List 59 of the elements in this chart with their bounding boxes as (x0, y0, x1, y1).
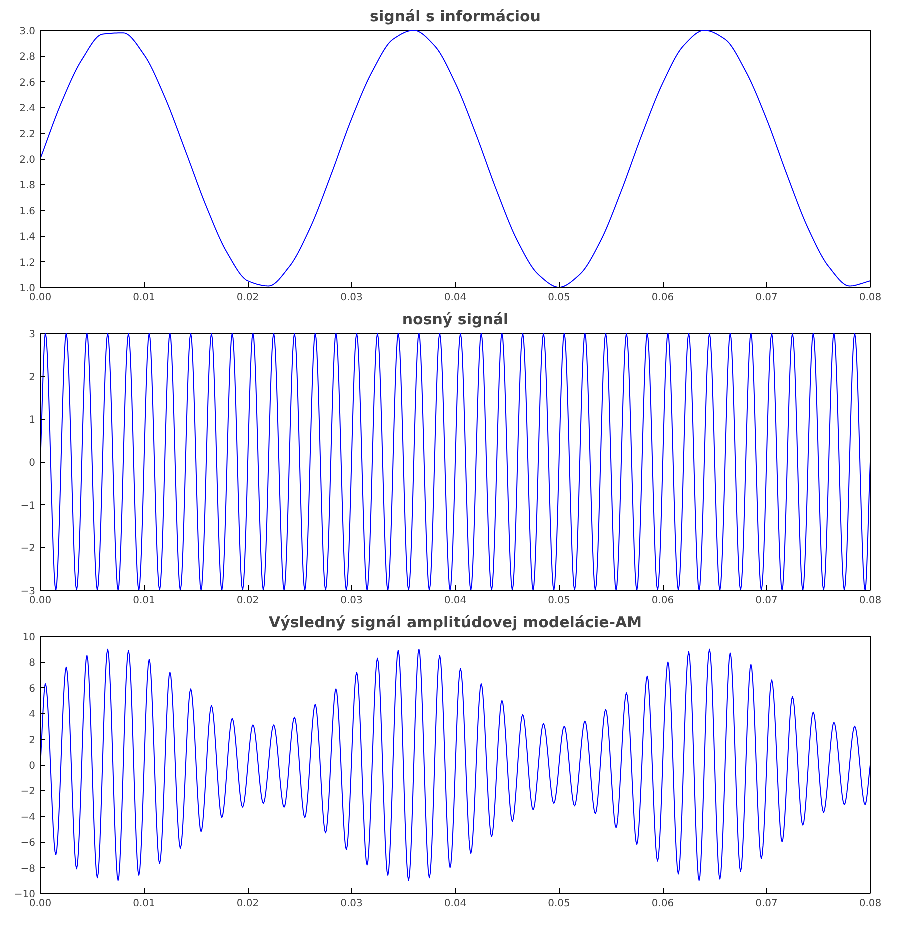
y-tick-label: 6 (29, 684, 36, 695)
y-tick-label: −1 (20, 500, 36, 512)
x-tick-label: 0.03 (340, 292, 363, 304)
y-tick-label: −10 (14, 890, 36, 900)
y-tick-label: 3.0 (20, 26, 36, 38)
x-tick-label: 0.07 (756, 596, 778, 606)
x-tick-label: 0.01 (133, 596, 156, 606)
y-tick-label: 1.0 (20, 284, 36, 294)
y-tick-label: 2 (29, 372, 36, 384)
chart-title: Výsledný signál amplitúdovej modelácie-AM (268, 614, 642, 632)
y-tick-label: 8 (29, 658, 36, 670)
x-tick-label: 0.05 (548, 898, 570, 910)
y-tick-label: 2.6 (20, 78, 36, 89)
x-tick-label: 0.08 (859, 292, 882, 304)
y-tick-label: 10 (22, 632, 36, 644)
y-tick-label: 0 (29, 458, 36, 469)
y-tick-label: 2.2 (20, 129, 36, 140)
y-tick-label: −8 (20, 864, 36, 875)
x-tick-label: 0.08 (859, 596, 882, 606)
x-tick-label: 0.06 (652, 292, 674, 304)
x-tick-label: 0.02 (236, 898, 260, 910)
y-tick-label: −2 (20, 544, 36, 555)
y-tick-label: 1.6 (20, 206, 36, 218)
y-tick-label: −4 (20, 812, 36, 824)
y-tick-label: −3 (20, 586, 36, 598)
x-tick-label: 0.02 (236, 596, 260, 606)
y-tick-label: 2.4 (20, 104, 36, 115)
x-tick-label: 0.04 (444, 292, 467, 304)
x-tick-label: 0.04 (444, 596, 467, 606)
x-tick-label: 0.03 (340, 596, 363, 606)
y-tick-label: −2 (20, 786, 36, 798)
x-tick-label: 0.07 (756, 898, 778, 910)
y-tick-label: 2.8 (20, 52, 36, 64)
y-tick-label: 4 (29, 710, 36, 721)
y-tick-label: 2 (29, 735, 36, 746)
y-tick-label: 1 (29, 415, 36, 426)
x-tick-label: 0.01 (133, 292, 156, 304)
y-tick-label: 1.2 (20, 258, 36, 269)
x-tick-label: 0.05 (548, 596, 570, 606)
x-tick-label: 0.01 (133, 898, 156, 910)
x-tick-label: 0.03 (340, 898, 363, 910)
x-tick-label: 0.07 (756, 292, 778, 304)
x-tick-label: 0.00 (29, 596, 52, 606)
y-tick-label: 3 (29, 330, 36, 340)
x-tick-label: 0.06 (652, 596, 674, 606)
y-tick-label: 1.4 (20, 232, 36, 244)
y-tick-label: −6 (20, 838, 36, 850)
y-tick-label: 2.0 (20, 155, 36, 166)
y-tick-label: 1.8 (20, 180, 36, 192)
x-tick-label: 0.04 (444, 898, 467, 910)
x-tick-label: 0.02 (236, 292, 260, 304)
y-tick-label: 0 (29, 761, 36, 772)
chart-title: nosný signál (402, 310, 509, 328)
x-tick-label: 0.08 (859, 898, 882, 910)
x-tick-label: 0.00 (29, 292, 52, 304)
x-tick-label: 0.00 (29, 898, 52, 910)
chart-title: signál s informáciou (370, 8, 541, 26)
x-tick-label: 0.05 (548, 292, 570, 304)
x-tick-label: 0.06 (652, 898, 674, 910)
